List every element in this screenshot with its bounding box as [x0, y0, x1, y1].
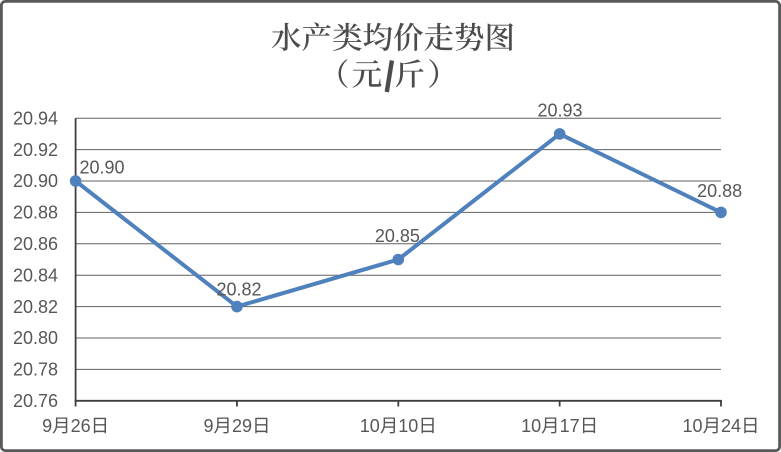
svg-text:26: 26 — [71, 416, 91, 436]
svg-text:20.86: 20.86 — [13, 234, 58, 254]
svg-text:20.88: 20.88 — [13, 203, 58, 223]
svg-text:20.90: 20.90 — [13, 171, 58, 191]
svg-text:9: 9 — [203, 416, 213, 436]
svg-text:20.84: 20.84 — [13, 265, 58, 285]
svg-text:20.76: 20.76 — [13, 391, 58, 411]
svg-text:20.78: 20.78 — [13, 360, 58, 380]
svg-text:10: 10 — [682, 416, 702, 436]
svg-text:20.94: 20.94 — [13, 108, 58, 128]
svg-text:20.92: 20.92 — [13, 140, 58, 160]
svg-text:9: 9 — [42, 416, 52, 436]
svg-text:20.85: 20.85 — [375, 226, 420, 246]
svg-text:10: 10 — [521, 416, 541, 436]
svg-text:20.82: 20.82 — [13, 297, 58, 317]
svg-text:10: 10 — [360, 416, 380, 436]
svg-text:20.93: 20.93 — [537, 100, 582, 120]
svg-text:29: 29 — [232, 416, 252, 436]
svg-text:20.80: 20.80 — [13, 328, 58, 348]
svg-text:20.82: 20.82 — [216, 279, 261, 299]
svg-text:10: 10 — [398, 416, 418, 436]
svg-text:17: 17 — [560, 416, 580, 436]
svg-text:24: 24 — [721, 416, 741, 436]
svg-text:20.90: 20.90 — [79, 157, 124, 177]
svg-text:20.88: 20.88 — [697, 181, 742, 201]
